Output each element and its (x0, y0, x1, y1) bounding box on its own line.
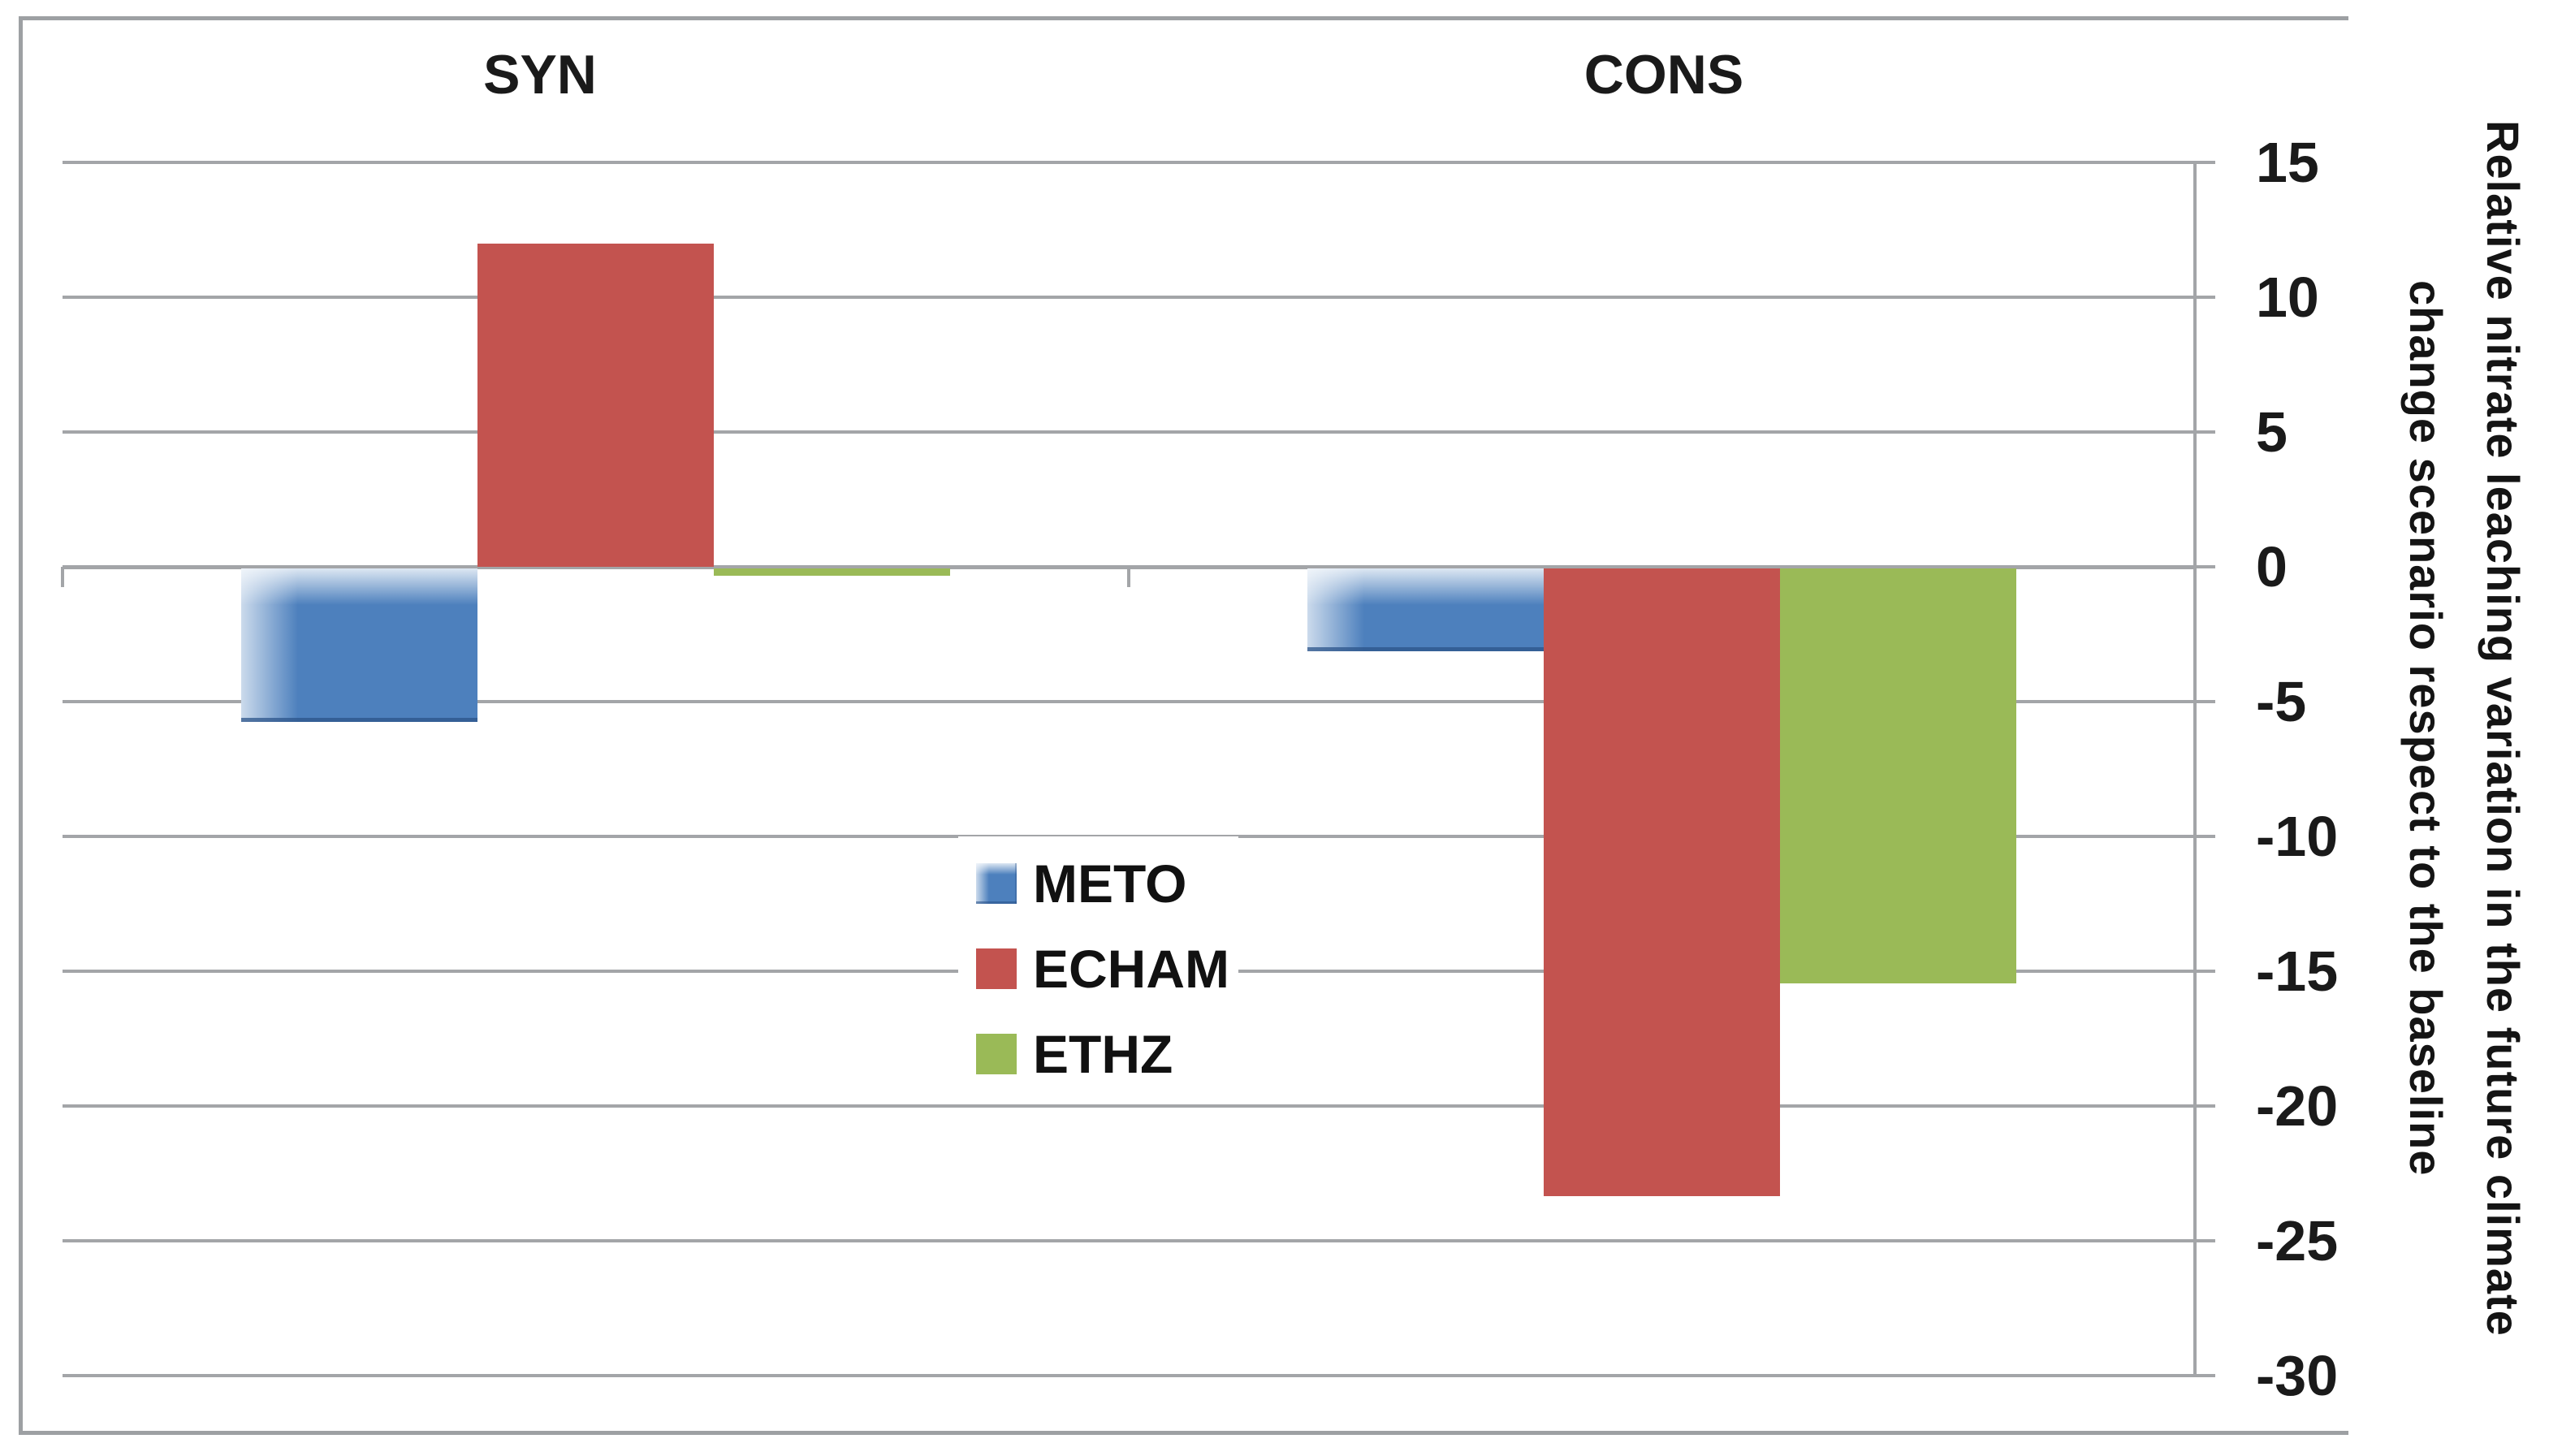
bar-echam-cons (1544, 568, 1780, 1197)
legend-swatch-ethz (976, 1034, 1017, 1074)
y-tick-label: 15 (2256, 131, 2319, 194)
bar-ethz-cons (1780, 568, 2016, 983)
y-tick-label: -30 (2256, 1344, 2339, 1407)
category-label-syn: SYN (483, 44, 597, 106)
y-axis-tick (2195, 700, 2215, 703)
gridline (63, 430, 2195, 434)
legend-label-meto: METO (1033, 853, 1187, 914)
y-axis-tick (2195, 296, 2215, 299)
y-tick-label: -5 (2256, 670, 2307, 733)
legend: METO ECHAM ETHZ (958, 836, 1238, 1096)
y-axis-tick (2195, 1239, 2215, 1242)
y-axis-tick (2195, 970, 2215, 973)
legend-label-ethz: ETHZ (1033, 1024, 1173, 1084)
bar-ethz-syn (714, 568, 950, 577)
legend-item-ethz: ETHZ (976, 1027, 1173, 1081)
y-axis-title-line-1: Relative nitrate leaching variation in t… (2478, 119, 2529, 1337)
y-tick-label: 5 (2256, 400, 2288, 464)
legend-swatch-echam (976, 948, 1017, 989)
gridline (63, 1104, 2195, 1108)
y-axis-tick (2195, 1104, 2215, 1108)
y-axis-tick (2195, 1374, 2215, 1377)
y-tick-label: -25 (2256, 1209, 2339, 1272)
legend-swatch-meto (976, 863, 1017, 904)
y-axis-tick (2195, 161, 2215, 164)
gridline (63, 700, 2195, 703)
category-label-cons: CONS (1583, 44, 1744, 106)
gridline (63, 161, 2195, 164)
y-axis-tick (2195, 835, 2215, 838)
bar-meto-syn (241, 568, 477, 722)
category-axis-tick (2193, 567, 2197, 587)
y-tick-label: -15 (2256, 940, 2339, 1003)
bar-meto-cons (1307, 568, 1544, 652)
y-tick-label: -10 (2256, 805, 2339, 868)
y-axis-title-line-2: change scenario respect to the baseline (2400, 279, 2452, 1177)
y-axis-tick (2195, 565, 2215, 568)
legend-item-echam: ECHAM (976, 942, 1229, 996)
y-tick-label: 0 (2256, 535, 2288, 598)
y-tick-label: -20 (2256, 1074, 2339, 1138)
y-axis-title: Relative nitrate leaching variation in t… (2386, 0, 2542, 1456)
y-tick-label: 10 (2256, 266, 2319, 329)
gridline (63, 296, 2195, 299)
gridline (63, 1374, 2195, 1377)
value-axis-line (2193, 162, 2197, 1376)
legend-item-meto: METO (976, 857, 1186, 910)
gridline (63, 1239, 2195, 1242)
chart-frame (19, 16, 2348, 1435)
legend-label-echam: ECHAM (1033, 939, 1229, 999)
category-axis-tick (61, 567, 64, 587)
category-axis-tick (1127, 567, 1130, 587)
y-axis-tick (2195, 430, 2215, 434)
bar-echam-syn (477, 243, 714, 567)
